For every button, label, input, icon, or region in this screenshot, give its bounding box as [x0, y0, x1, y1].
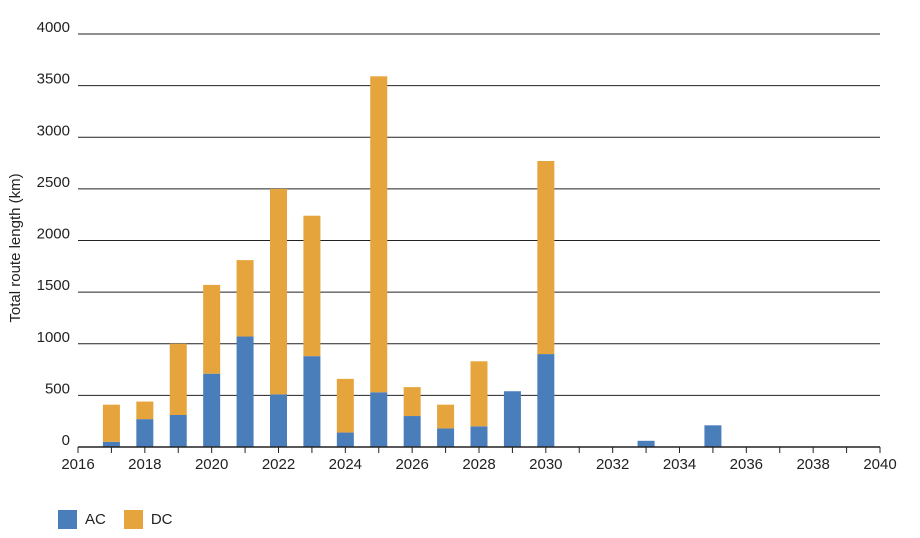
x-tick-label-2034: 2034 — [663, 456, 696, 473]
bar-dc-2020 — [203, 284, 221, 374]
bar-dc-2022 — [270, 188, 287, 395]
bar-ac-2022 — [270, 394, 287, 447]
bar-dc-2023 — [303, 215, 321, 357]
gridlines — [78, 33, 880, 396]
y-tick-label-2000: 2000 — [37, 226, 70, 243]
y-axis-tick-labels: 0 500 1000 1500 2000 2500 3000 3500 4000 — [37, 19, 70, 449]
y-tick-label-500: 500 — [45, 380, 70, 397]
legend-swatch-ac — [58, 510, 77, 529]
x-tick-label-2032: 2032 — [596, 456, 629, 473]
legend-label-dc: DC — [150, 511, 173, 528]
x-tick-label-2018: 2018 — [128, 456, 161, 473]
bar-ac-2033 — [637, 440, 655, 447]
bar-dc-2021 — [236, 260, 254, 337]
x-tick-label-2036: 2036 — [730, 456, 763, 473]
x-tick-label-2030: 2030 — [529, 456, 562, 473]
bar-ac-2029 — [503, 391, 521, 447]
bar-ac-2023 — [303, 356, 321, 447]
legend-label-ac: AC — [85, 511, 106, 528]
bar-dc-2027 — [437, 404, 455, 429]
legend-item-dc: DC — [123, 510, 173, 529]
x-tick-label-2016: 2016 — [61, 456, 94, 473]
y-tick-label-0: 0 — [62, 432, 70, 449]
y-tick-label-1000: 1000 — [37, 329, 70, 346]
bar-ac-2027 — [437, 428, 455, 447]
x-tick-label-2028: 2028 — [462, 456, 495, 473]
bar-ac-2021 — [236, 336, 254, 447]
bar-dc-2019 — [169, 343, 187, 415]
bar-ac-2026 — [403, 416, 421, 447]
x-tick-label-2040: 2040 — [863, 456, 896, 473]
bar-ac-2028 — [470, 426, 488, 447]
bar-dc-2017 — [102, 404, 120, 442]
bar-dc-2026 — [403, 387, 421, 417]
legend-swatch-dc — [123, 510, 143, 529]
legend-item-ac: AC — [58, 510, 106, 529]
bar-ac-2017 — [102, 441, 120, 447]
bars — [102, 76, 722, 447]
bar-dc-2024 — [336, 378, 354, 433]
x-tick-label-2024: 2024 — [329, 456, 362, 473]
x-tick-label-2020: 2020 — [195, 456, 228, 473]
y-axis-label: Total route length (km) — [7, 173, 24, 322]
y-tick-label-3000: 3000 — [37, 122, 70, 139]
y-tick-label-3500: 3500 — [37, 71, 70, 88]
bar-dc-2018 — [136, 401, 154, 420]
bar-ac-2020 — [203, 373, 221, 447]
legend: AC DC — [58, 510, 173, 529]
bar-ac-2019 — [169, 414, 187, 447]
bar-dc-2028 — [470, 361, 488, 427]
y-tick-label-1500: 1500 — [37, 277, 70, 294]
stacked-bar-chart: 2016 2018 2020 2022 2024 2026 2028 2030 2032 2034… — [7, 19, 897, 473]
x-axis: 2016 2018 2020 2022 2024 2026 2028 2030 2032 2034… — [61, 446, 897, 473]
bar-dc-2025 — [370, 76, 388, 393]
bar-ac-2025 — [370, 392, 388, 447]
y-tick-label-2500: 2500 — [37, 174, 70, 191]
bar-ac-2018 — [136, 419, 154, 447]
x-tick-label-2038: 2038 — [796, 456, 829, 473]
bar-dc-2030 — [537, 160, 555, 355]
x-tick-label-2026: 2026 — [395, 456, 428, 473]
bar-ac-2035 — [704, 425, 722, 447]
x-tick-label-2022: 2022 — [262, 456, 295, 473]
y-tick-label-4000: 4000 — [37, 19, 70, 36]
bar-ac-2024 — [336, 432, 354, 447]
bar-ac-2030 — [537, 354, 555, 447]
